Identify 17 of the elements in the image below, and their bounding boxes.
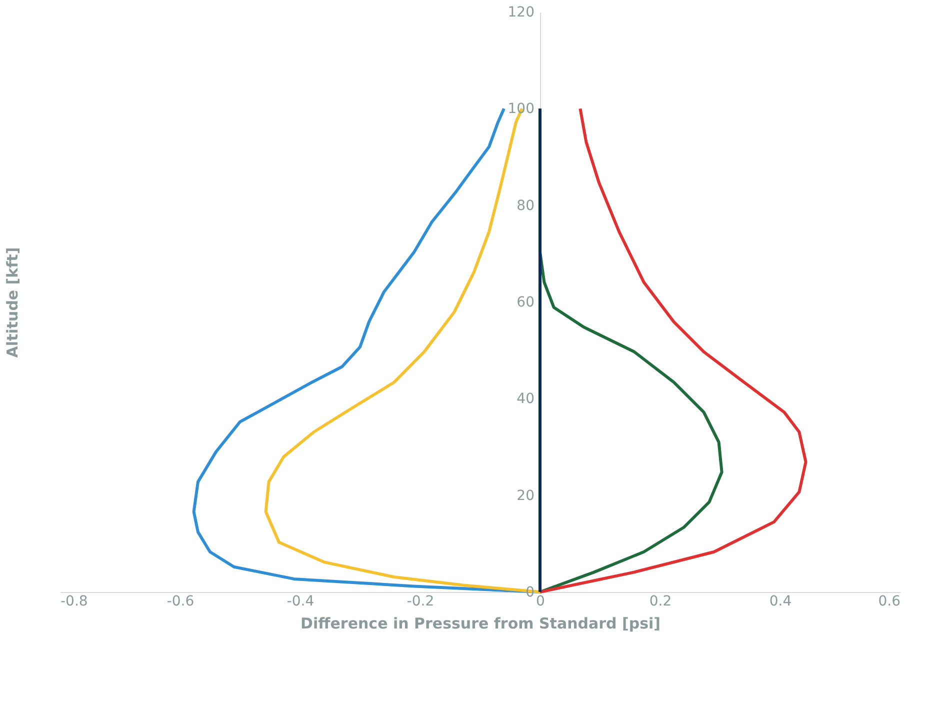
- y-tick-label: 60: [516, 294, 534, 310]
- x-tick-label: -0.6: [166, 594, 194, 610]
- y-tick-label: 80: [516, 198, 534, 214]
- x-tick-label: -0.2: [406, 594, 434, 610]
- x-tick-label: 0.6: [878, 594, 901, 610]
- y-tick-label: 120: [508, 4, 534, 20]
- x-tick-label: -0.8: [60, 594, 88, 610]
- y-tick-label: 20: [516, 488, 534, 504]
- line-series: [538, 107, 808, 594]
- y-axis-title: Altitude [kft]: [4, 247, 22, 358]
- x-axis-title: Difference in Pressure from Standard [psi]: [300, 614, 660, 632]
- x-tick-label: 0.4: [769, 594, 792, 610]
- x-tick-label: -0.4: [286, 594, 314, 610]
- y-tick-label: 40: [516, 391, 534, 408]
- x-tick-label: 0: [536, 594, 545, 610]
- x-tick-label: 0.2: [649, 594, 672, 610]
- y-tick-label: 100: [508, 101, 534, 118]
